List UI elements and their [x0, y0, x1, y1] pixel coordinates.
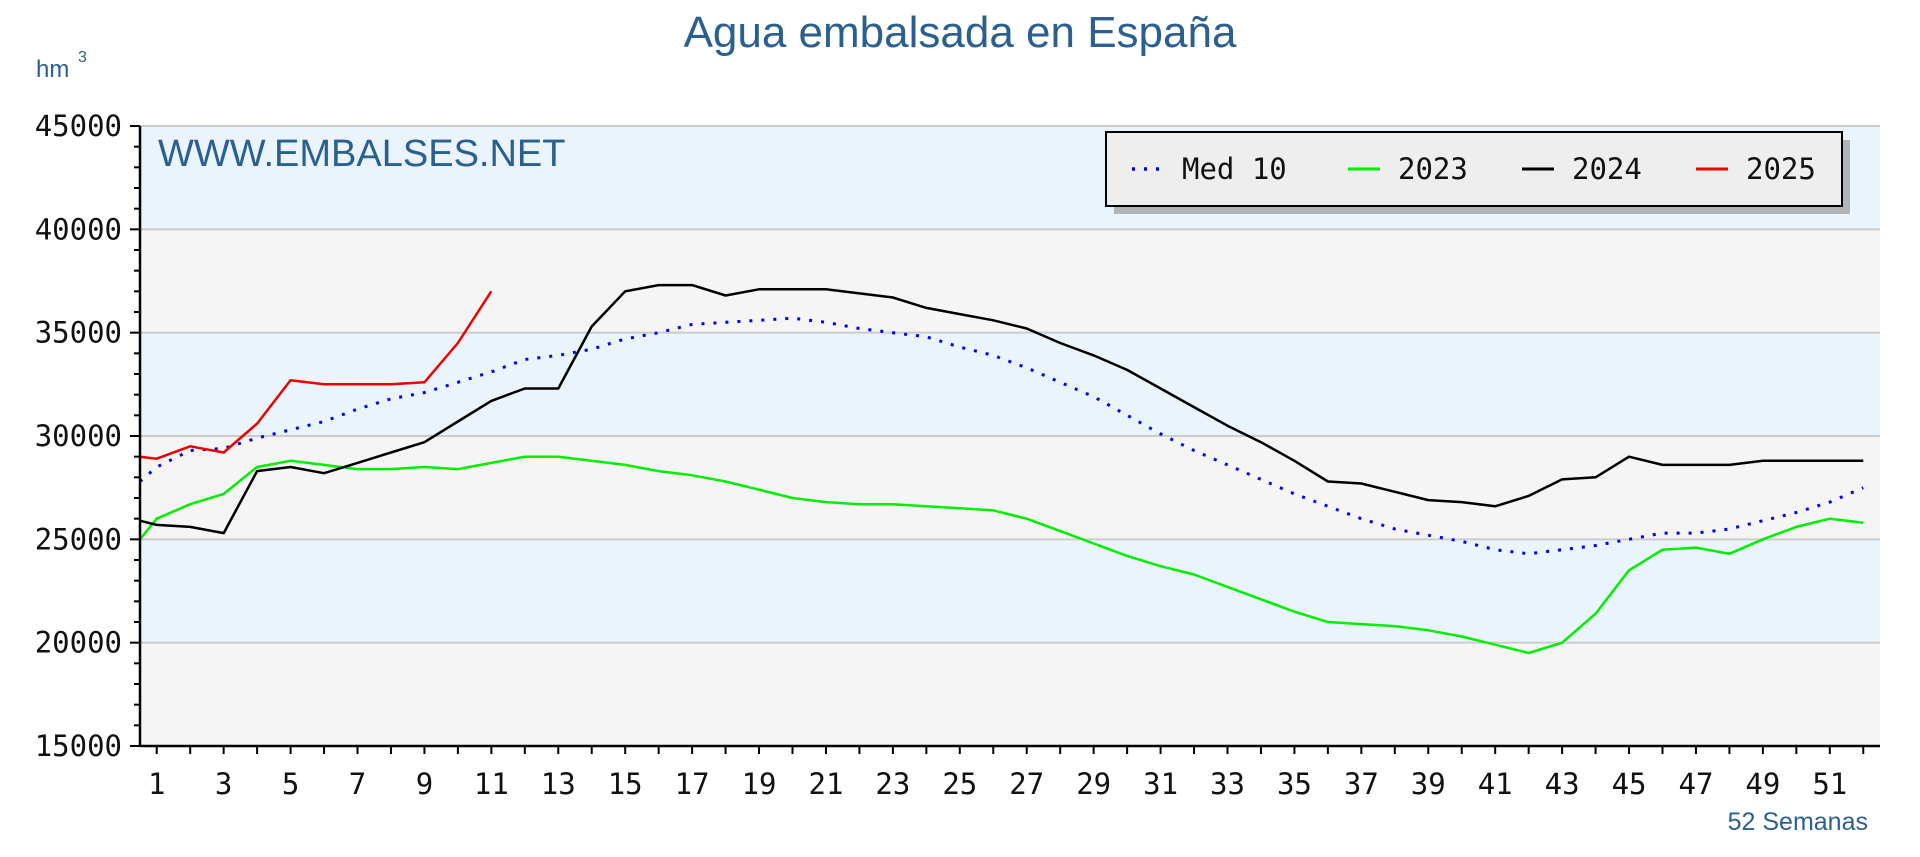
x-tick-label: 47: [1679, 767, 1714, 801]
x-tick-label: 37: [1344, 767, 1379, 801]
x-tick-label: 15: [608, 767, 643, 801]
x-tick-label: 1: [148, 767, 165, 801]
x-tick-label: 41: [1478, 767, 1513, 801]
plot-band: [140, 229, 1880, 333]
x-tick-label: 29: [1076, 767, 1111, 801]
x-tick-label: 19: [742, 767, 777, 801]
x-tick-label: 43: [1545, 767, 1580, 801]
plot-band: [140, 332, 1880, 436]
x-tick-label: 13: [541, 767, 576, 801]
legend-box: [1105, 131, 1843, 207]
chart-title: Agua embalsada en España: [684, 8, 1237, 57]
x-tick-label: 33: [1210, 767, 1245, 801]
y-tick-label: 35000: [35, 316, 122, 350]
x-tick-label: 45: [1612, 767, 1647, 801]
series-line-2024: [139, 283, 1864, 535]
x-tick-label: 11: [474, 767, 509, 801]
x-tick-label: 27: [1009, 767, 1044, 801]
x-tick-label: 49: [1745, 767, 1780, 801]
legend-entry-label: Med 10: [1182, 152, 1287, 186]
plot-band: [140, 436, 1880, 540]
plot-band: [140, 642, 1880, 746]
x-tick-label: 21: [809, 767, 844, 801]
watermark-text: WWW.EMBALSES.NET: [158, 133, 565, 175]
y-axis-unit: hm: [36, 56, 69, 83]
legend: Med 10 2023 2024 2025: [1105, 131, 1850, 214]
x-tick-label: 35: [1277, 767, 1312, 801]
y-tick-label: 20000: [35, 626, 122, 660]
series-line-2023: [139, 455, 1864, 655]
y-tick-label: 45000: [35, 109, 122, 143]
x-tick-label: 25: [942, 767, 977, 801]
series-line-2025: [139, 290, 493, 460]
series-lines: [139, 283, 1864, 655]
x-tick-label: 51: [1812, 767, 1847, 801]
legend-entry-label: 2025: [1746, 152, 1816, 186]
y-tick-label: 15000: [35, 729, 122, 763]
y-tick-label: 25000: [35, 522, 122, 556]
x-tick-label: 39: [1411, 767, 1446, 801]
y-tick-label: 30000: [35, 419, 122, 453]
y-axis-ticks: 15000 20000 25000 30000 35000 40000 45000: [35, 109, 140, 763]
x-tick-label: 23: [875, 767, 910, 801]
x-tick-label: 7: [349, 767, 366, 801]
legend-entry-label: 2023: [1398, 152, 1468, 186]
gridlines: [140, 125, 1880, 644]
plot-band: [140, 539, 1880, 643]
x-tick-label: 5: [282, 767, 299, 801]
series-line-med-10: [139, 316, 1864, 556]
x-tick-label: 9: [416, 767, 433, 801]
x-tick-label: 31: [1143, 767, 1178, 801]
x-axis-ticks: 1 3 5 7 9 11 13 15 17 19 21 23 25 27 29 31 33 35 37 39 41 43 4…: [148, 746, 1865, 801]
y-axis-unit-superscript: 3: [78, 49, 87, 66]
legend-entry-label: 2024: [1572, 152, 1642, 186]
x-tick-label: 3: [215, 767, 232, 801]
y-tick-label: 40000: [35, 212, 122, 246]
x-axis-label: 52 Semanas: [1728, 808, 1868, 836]
x-tick-label: 17: [675, 767, 710, 801]
